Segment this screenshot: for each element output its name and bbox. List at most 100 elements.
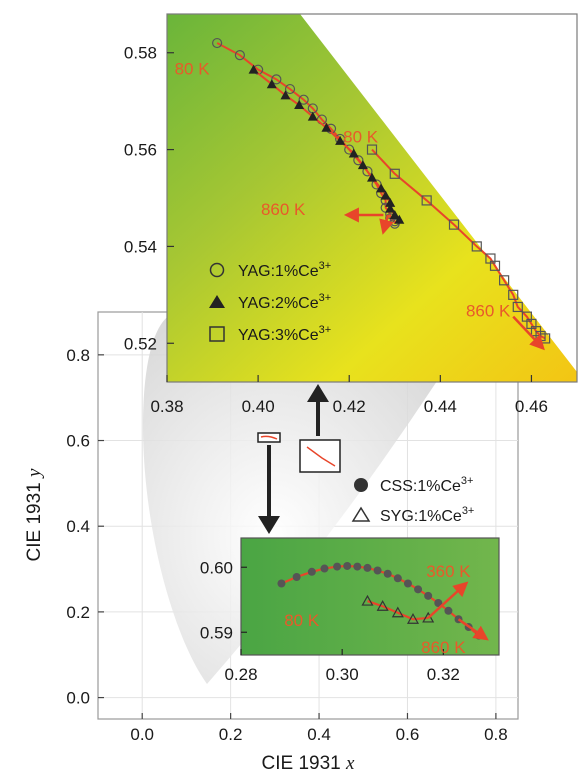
legend-syg-label: SYG:1%Ce3+ [380, 505, 474, 525]
legend-yag2-label: YAG:2%Ce3+ [238, 292, 331, 312]
inset-yag-gamut [167, 14, 577, 382]
zoom-box-css-trace [260, 435, 278, 440]
legend-yag1-label: YAG:1%Ce3+ [238, 260, 331, 280]
css-point [292, 573, 301, 581]
inset-yag-annotations: 80 K 80 K 860 K 860 K [175, 60, 511, 321]
yag-ytick-label: 0.58 [124, 44, 157, 63]
yag2-point [294, 100, 305, 110]
yag1-point [212, 37, 223, 49]
css-860k-arrow [457, 618, 489, 641]
legend-css-marker [354, 478, 368, 492]
main-legend: CSS:1%Ce3+ SYG:1%Ce3+ [351, 475, 474, 525]
css-point [320, 564, 329, 573]
css-xtick-label: 0.28 [224, 665, 257, 684]
syg-point [391, 606, 404, 618]
yag3-860k-arrow [512, 315, 545, 351]
css-point [434, 599, 443, 607]
yag-xtick-label: 0.46 [515, 397, 548, 416]
inset-yag: 0.38 0.40 0.42 0.44 0.46 0.52 0.54 0.56 0.58 80 … [124, 13, 578, 416]
inset-css-annotations: 360 K 80 K 860 K [284, 562, 471, 657]
css-ytick-label: 0.60 [200, 558, 233, 577]
css-series-line [367, 600, 429, 621]
main-ylabel: CIE 1931 y [24, 468, 45, 562]
legend-yag3-marker [209, 326, 225, 342]
yag3-point [366, 144, 378, 155]
css-annotation: 360 K [426, 562, 471, 581]
yag3-point [389, 168, 400, 179]
legend-css-label: CSS:1%Ce3+ [380, 475, 473, 495]
main-ytick-label: 0.2 [66, 603, 90, 622]
yag1-point [362, 166, 373, 177]
inset-yag-ticks: 0.38 0.40 0.42 0.44 0.46 0.52 0.54 0.56 0.58 [124, 44, 548, 416]
main-ylabel-text: CIE 1931 [24, 477, 45, 562]
zoom-box-css [257, 432, 281, 443]
yag3-point [508, 289, 519, 300]
yag3-point [421, 195, 432, 206]
yag2-point [385, 197, 396, 207]
css-annotation: 80 K [284, 611, 320, 630]
css-point [444, 606, 453, 615]
css-point [343, 561, 352, 570]
main-xtick-label: 0.8 [484, 725, 508, 744]
css-point [277, 579, 286, 588]
yag2-point [380, 190, 391, 200]
yag-860k-arrow-down [379, 214, 394, 235]
main-ylabel-var: y [24, 468, 45, 479]
yag2-point [376, 183, 387, 193]
css-point [383, 569, 392, 578]
zoom-box-yag-trace [306, 446, 336, 467]
main-xtick-label: 0.2 [219, 725, 243, 744]
css-xtick-label: 0.30 [326, 665, 359, 684]
css-point [424, 591, 433, 600]
yag2-point [389, 209, 400, 219]
yag-annotation: 80 K [343, 127, 379, 146]
css-point [373, 566, 382, 575]
inset-css-frame [240, 537, 500, 656]
yag-annotation: 80 K [175, 60, 211, 79]
css-point [353, 562, 362, 571]
yag-annotation: 860 K [466, 302, 511, 321]
main-xtick-label: 0.6 [396, 725, 420, 744]
yag2-point [321, 122, 332, 132]
main-ticks: 0.0 0.2 0.4 0.6 0.8 0.0 0.2 0.4 0.6 0.8 [66, 346, 507, 744]
yag-ytick-label: 0.54 [124, 237, 157, 256]
yag2-point [348, 148, 359, 158]
spectral-locus-area [142, 312, 470, 684]
syg-point [422, 611, 435, 623]
yag1-point [298, 94, 309, 105]
css-ytick-label: 0.59 [200, 623, 233, 642]
yag2-point [248, 64, 259, 74]
legend-yag1-marker [209, 262, 225, 278]
syg-360k-arrow [427, 581, 469, 619]
yag-xtick-label: 0.44 [424, 397, 457, 416]
inset-css: 0.28 0.30 0.32 0.59 0.60 360 K 80 K 860 K [200, 537, 500, 684]
yag2-point [335, 135, 346, 145]
yag2-point [367, 172, 377, 182]
main-ytick-label: 0.0 [66, 689, 90, 708]
css-point [363, 563, 372, 572]
yag-xtick-label: 0.38 [150, 397, 183, 416]
yag-ytick-label: 0.56 [124, 141, 157, 160]
inset-css-series [277, 561, 489, 641]
yag-xtick-label: 0.40 [242, 397, 275, 416]
yag3-point [448, 219, 460, 230]
yag-xtick-label: 0.42 [333, 397, 366, 416]
yag3-point [499, 275, 510, 286]
main-xtick-label: 0.0 [130, 725, 154, 744]
yag-annotation: 860 K [261, 200, 306, 219]
yag2-point [357, 160, 368, 170]
main-xlabel-var: x [345, 753, 355, 774]
yag2-point [385, 203, 396, 213]
arrow-to-css-inset-head [258, 516, 280, 534]
legend-yag2-marker [209, 295, 225, 308]
yag1-point [234, 50, 245, 61]
css-point [307, 567, 316, 576]
yag-ytick-label: 0.52 [124, 334, 157, 353]
syg-point [376, 600, 389, 611]
main-xtick-label: 0.4 [307, 725, 331, 744]
syg-point [361, 594, 374, 606]
css-xtick-label: 0.32 [427, 665, 460, 684]
css-point [403, 579, 412, 588]
yag2-point [280, 90, 291, 100]
